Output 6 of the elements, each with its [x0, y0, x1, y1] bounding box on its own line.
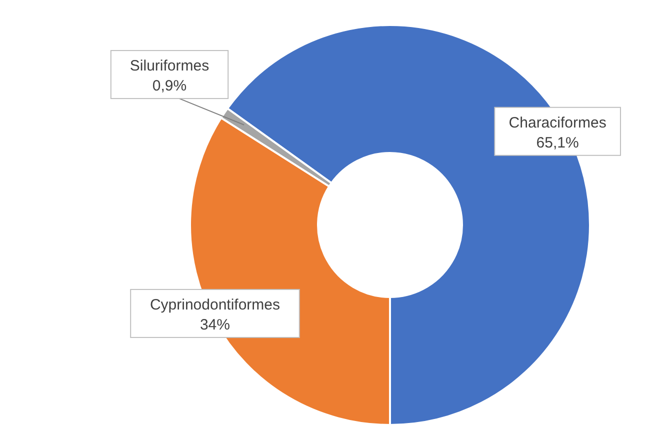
slice-label: Cyprinodontiformes [150, 296, 280, 314]
data-label: 34% [200, 316, 230, 334]
data-label: 65,1% [536, 134, 579, 152]
slice-label: Siluriformes [130, 58, 210, 75]
data-label: 0,9% [152, 78, 187, 95]
slice-label: Characiformes [508, 114, 606, 132]
